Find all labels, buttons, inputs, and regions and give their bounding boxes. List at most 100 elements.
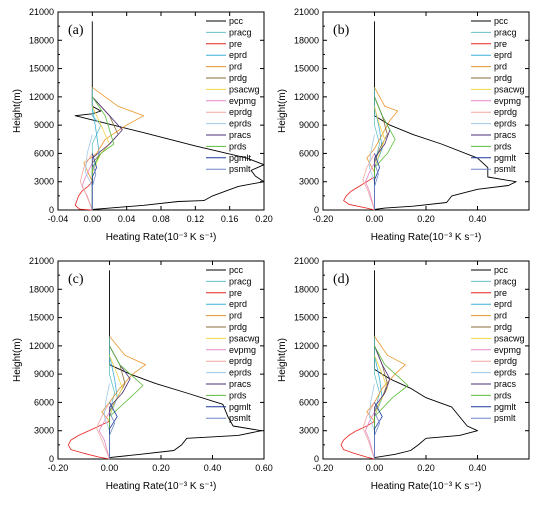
y-tick-label: 0 [49,205,54,215]
legend-label-pracs: pracs [494,130,517,140]
y-tick-label: 6000 [34,148,54,158]
y-axis-label: Height(m) [12,89,23,133]
x-tick-label: -0.20 [313,214,334,224]
x-tick-label: -0.20 [313,463,334,473]
legend-label-psmlt: psmlt [494,164,516,174]
chart-panel-0: 0 3000 6000 9000 12000 15000 18000 21000 -0.04 0.… [12,7,273,243]
legend-label-eprd: eprd [494,299,512,309]
x-tick-label: 0.40 [469,463,487,473]
legend-label-evpmg: evpmg [494,96,521,106]
legend-label-pcc: pcc [229,16,244,26]
legend-label-psacwg: psacwg [229,84,260,94]
legend-label-psacwg: psacwg [494,84,525,94]
y-tick-label: 15000 [29,64,54,74]
legend-label-prd: prd [229,311,242,321]
legend-label-evpmg: evpmg [229,345,256,355]
x-tick-label: 0.60 [255,463,273,473]
y-tick-label: 21000 [294,256,319,266]
legend-label-prds: prds [229,141,247,151]
legend-label-pracg: pracg [229,27,252,37]
series-line-prds [91,96,115,210]
y-tick-label: 9000 [299,120,319,130]
y-tick-label: 3000 [34,426,54,436]
y-tick-label: 12000 [294,341,319,351]
legend-label-prds: prds [494,390,512,400]
legend-label-eprd: eprd [494,50,512,60]
legend-label-pre: pre [229,39,242,49]
legend-label-eprd: eprd [229,299,247,309]
legend-label-pracg: pracg [494,27,517,37]
legend-label-pracg: pracg [229,276,252,286]
series-line-pcc [374,21,517,210]
series-line-psacwg [109,355,123,459]
legend-label-pracg: pracg [494,276,517,286]
series-line-prd [101,336,147,459]
x-tick-label: 0.20 [417,214,435,224]
legend-label-pgmlt: pgmlt [494,402,517,412]
legend-label-psmlt: psmlt [494,413,516,423]
chart-panel-3: 0 3000 6000 9000 12000 15000 18000 21000 -0.20 0.… [277,256,530,492]
series-line-prds [374,96,396,210]
y-tick-label: 3000 [299,177,319,187]
legend-label-eprd: eprd [229,50,247,60]
series-line-pcc [109,270,262,459]
x-tick-label: 0.40 [204,463,222,473]
legend-label-prds: prds [494,141,512,151]
legend-label-prdg: prdg [229,322,247,332]
x-tick-label: -0.20 [48,463,69,473]
y-tick-label: 18000 [294,35,319,45]
legend-label-eprds: eprds [494,119,517,129]
series-line-prd [83,87,145,210]
y-tick-label: 12000 [294,92,319,102]
legend-label-pre: pre [494,288,507,298]
x-tick-label: 0.20 [255,214,273,224]
x-tick-label: 0.00 [366,463,384,473]
y-tick-label: 15000 [294,313,319,323]
legend-label-pracs: pracs [494,379,517,389]
x-tick-label: 0.08 [152,214,170,224]
x-tick-label: 0.16 [221,214,239,224]
series-line-pre [74,181,93,211]
series-line-prds [374,345,409,459]
legend-label-eprdg: eprdg [494,107,517,117]
y-tick-label: 6000 [34,397,54,407]
x-axis-label: Heating Rate(10⁻³ K s⁻¹) [371,232,482,243]
series-line-eprdg [362,402,375,460]
series-line-eprdg [362,153,375,211]
x-tick-label: 0.20 [152,463,170,473]
legend-label-pcc: pcc [229,265,244,275]
legend-label-prdg: prdg [494,322,512,332]
y-tick-label: 0 [314,454,319,464]
series-line-evpmg [365,411,375,460]
legend-label-pre: pre [494,39,507,49]
y-tick-label: 3000 [34,177,54,187]
series-line-psmlt [374,411,381,459]
x-axis-label: Heating Rate(10⁻³ K s⁻¹) [106,481,217,492]
legend-label-psacwg: psacwg [229,333,260,343]
legend-label-prds: prds [229,390,247,400]
legend-label-pracs: pracs [229,130,252,140]
y-tick-label: 21000 [294,7,319,17]
panel-label: (d) [333,272,350,287]
legend-label-pre: pre [229,288,242,298]
x-tick-label: 0.00 [101,463,119,473]
legend-label-psmlt: psmlt [229,164,251,174]
series-line-prd [366,336,406,459]
legend-label-pcc: pcc [494,16,509,26]
series-line-pre [67,420,110,460]
y-axis-label: Height(m) [277,89,288,133]
legend-label-pcc: pcc [494,265,509,275]
y-tick-label: 21000 [29,7,54,17]
y-axis-label: Height(m) [277,338,288,382]
legend-label-pgmlt: pgmlt [494,153,517,163]
series-line-eprds [85,134,93,210]
y-tick-label: 0 [49,454,54,464]
x-tick-label: -0.04 [48,214,69,224]
legend-label-evpmg: evpmg [229,96,256,106]
y-tick-label: 0 [314,205,319,215]
y-tick-label: 15000 [294,64,319,74]
y-tick-label: 3000 [299,426,319,436]
y-tick-label: 12000 [29,341,54,351]
y-tick-label: 18000 [29,284,54,294]
